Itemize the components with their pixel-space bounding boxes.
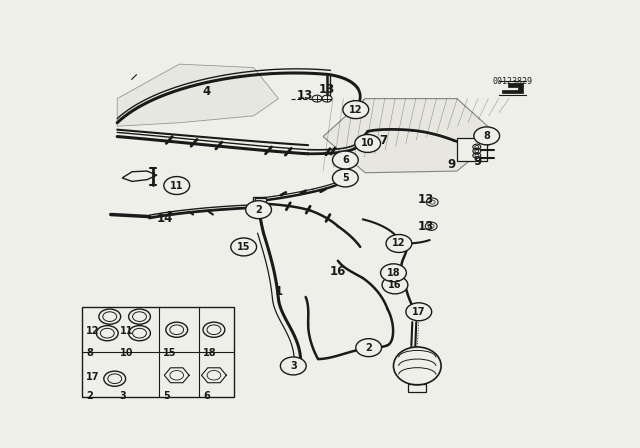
Text: 12: 12 (392, 238, 406, 249)
Circle shape (356, 339, 381, 357)
Text: 13: 13 (418, 220, 435, 233)
Circle shape (382, 276, 408, 294)
Polygon shape (117, 64, 278, 126)
Text: 5: 5 (163, 391, 170, 401)
Circle shape (343, 101, 369, 119)
Circle shape (381, 264, 406, 282)
Text: 5: 5 (342, 173, 349, 183)
Text: 12: 12 (86, 326, 99, 336)
Text: 18: 18 (387, 268, 400, 278)
Text: 11: 11 (120, 326, 133, 336)
Text: 4: 4 (202, 85, 211, 98)
Text: 16: 16 (330, 265, 346, 278)
Bar (457, 138, 487, 161)
Bar (253, 204, 264, 211)
Circle shape (164, 177, 189, 194)
Text: 9: 9 (474, 155, 482, 168)
Text: 2: 2 (86, 391, 93, 401)
Text: 10: 10 (120, 348, 133, 358)
Circle shape (474, 127, 500, 145)
Bar (255, 198, 266, 207)
Text: 17: 17 (86, 372, 99, 382)
Text: 10: 10 (361, 138, 374, 148)
Text: 17: 17 (412, 307, 426, 317)
Circle shape (355, 134, 381, 152)
Circle shape (280, 357, 306, 375)
Text: 8: 8 (86, 348, 93, 358)
Circle shape (332, 169, 358, 187)
Polygon shape (502, 83, 523, 94)
Text: 14: 14 (157, 212, 173, 225)
Bar (408, 384, 426, 392)
Circle shape (231, 238, 257, 256)
Text: 13: 13 (318, 83, 335, 96)
Text: 13: 13 (297, 89, 314, 102)
Text: 8: 8 (483, 131, 490, 141)
Bar (83, 307, 234, 397)
Text: 6: 6 (203, 391, 210, 401)
Text: 6: 6 (342, 155, 349, 165)
Text: 16: 16 (388, 280, 402, 290)
Text: 15: 15 (163, 348, 177, 358)
Circle shape (246, 201, 271, 219)
Text: 12: 12 (349, 105, 362, 115)
Circle shape (386, 234, 412, 253)
Text: 2: 2 (255, 205, 262, 215)
Bar (253, 197, 265, 206)
Text: 11: 11 (170, 181, 184, 190)
Text: 18: 18 (203, 348, 216, 358)
Text: 1: 1 (275, 285, 282, 298)
Text: 9: 9 (448, 158, 456, 171)
Text: 3: 3 (120, 391, 127, 401)
Text: 2: 2 (365, 343, 372, 353)
Circle shape (406, 303, 431, 321)
Text: 13: 13 (418, 193, 435, 206)
Text: 00123829: 00123829 (493, 77, 532, 86)
Text: 3: 3 (290, 361, 297, 371)
Text: 15: 15 (237, 242, 250, 252)
Circle shape (332, 151, 358, 169)
Circle shape (392, 239, 405, 248)
Polygon shape (323, 99, 499, 173)
Text: 7: 7 (380, 134, 388, 146)
